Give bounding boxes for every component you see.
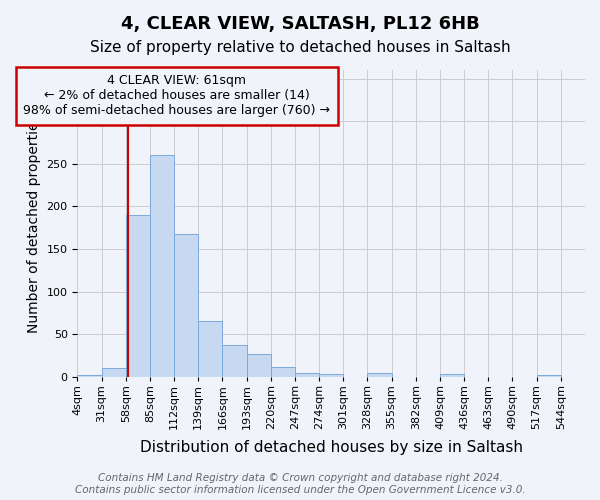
Bar <box>367 374 392 377</box>
Bar <box>199 322 223 377</box>
Text: Size of property relative to detached houses in Saltash: Size of property relative to detached ho… <box>89 40 511 55</box>
Bar <box>295 372 319 377</box>
Bar <box>247 354 271 377</box>
Bar <box>77 375 101 377</box>
Bar <box>271 366 295 377</box>
Bar <box>536 375 561 377</box>
Text: 4 CLEAR VIEW: 61sqm
← 2% of detached houses are smaller (14)
98% of semi-detache: 4 CLEAR VIEW: 61sqm ← 2% of detached hou… <box>23 74 331 117</box>
Text: 4, CLEAR VIEW, SALTASH, PL12 6HB: 4, CLEAR VIEW, SALTASH, PL12 6HB <box>121 15 479 33</box>
Bar <box>223 346 247 377</box>
Bar <box>319 374 343 377</box>
Bar <box>126 215 150 377</box>
Bar <box>174 234 199 377</box>
Bar <box>150 155 174 377</box>
Bar <box>440 374 464 377</box>
Y-axis label: Number of detached properties: Number of detached properties <box>27 114 41 332</box>
Bar <box>101 368 126 377</box>
Text: Contains HM Land Registry data © Crown copyright and database right 2024.
Contai: Contains HM Land Registry data © Crown c… <box>74 474 526 495</box>
X-axis label: Distribution of detached houses by size in Saltash: Distribution of detached houses by size … <box>140 440 523 455</box>
